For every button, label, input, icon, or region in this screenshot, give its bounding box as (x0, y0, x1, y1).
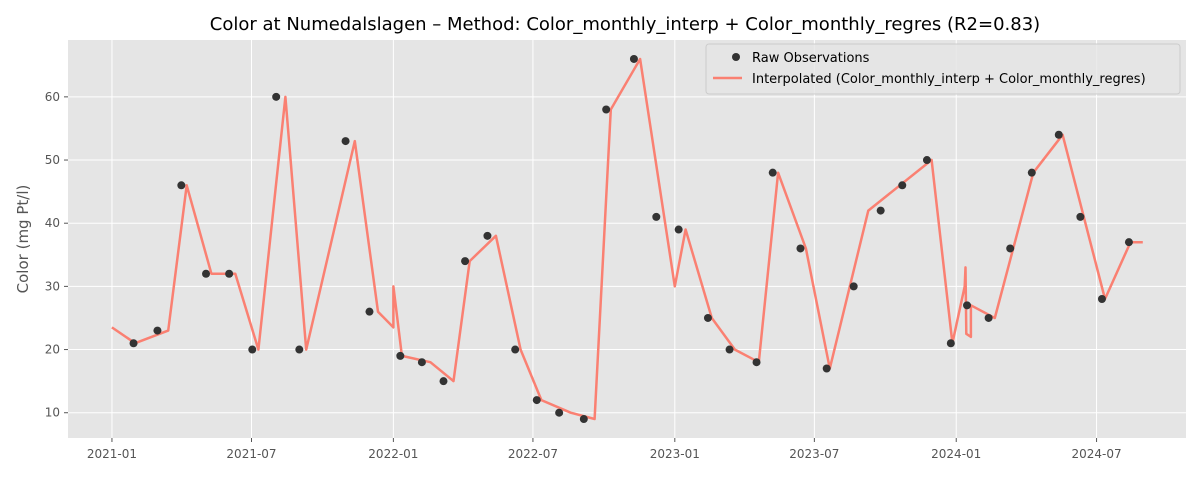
observation-point (461, 257, 470, 266)
observation-point (674, 225, 683, 234)
y-tick-label: 20 (45, 343, 60, 357)
observation-point (796, 244, 805, 253)
legend-marker-observations (732, 53, 740, 61)
legend-box (705, 43, 1181, 95)
y-tick-label: 60 (45, 90, 60, 104)
observation-point (579, 415, 588, 424)
observation-point (752, 358, 761, 367)
x-tick-label: 2022-07 (508, 447, 558, 461)
chart-title: Color at Numedalslagen – Method: Color_m… (210, 14, 1040, 35)
y-axis-label: Color (mg Pt/l) (14, 185, 32, 294)
legend-label-observations: Raw Observations (752, 51, 870, 66)
x-tick-label: 2021-07 (226, 447, 276, 461)
observation-point (725, 345, 734, 354)
observation-point (1054, 130, 1063, 139)
y-tick-label: 40 (45, 216, 60, 230)
observation-point (417, 358, 426, 367)
observation-point (129, 339, 138, 348)
observation-point (341, 137, 350, 146)
observation-point (396, 351, 405, 360)
x-tick-label: 2022-01 (368, 447, 418, 461)
y-tick-label: 10 (45, 406, 60, 420)
observation-point (272, 92, 281, 101)
observation-point (365, 307, 374, 316)
observation-point (177, 181, 186, 190)
observation-points (129, 54, 1133, 424)
x-tick-label: 2024-07 (1071, 447, 1121, 461)
plot-area (68, 40, 1186, 438)
x-tick-label: 2024-01 (931, 447, 981, 461)
observation-point (1027, 168, 1036, 177)
observation-point (922, 156, 931, 165)
observation-point (511, 345, 520, 354)
x-tick-label: 2023-07 (789, 447, 839, 461)
grid-lines (68, 40, 1186, 438)
y-tick-label: 30 (45, 279, 60, 293)
x-axis-ticks: 2021-01 2021-07 2022-01 2022-07 2023-01 2023-… (87, 438, 1122, 461)
observation-point (202, 269, 211, 278)
observation-point (963, 301, 972, 310)
legend-label-interpolated: Interpolated (Color_monthly_interp + Col… (752, 72, 1146, 87)
interpolated-line (111, 57, 1143, 421)
y-axis-ticks: 10 20 30 40 50 60 (45, 90, 68, 420)
observation-point (768, 168, 777, 177)
observation-point (602, 105, 611, 114)
observation-point (483, 231, 492, 240)
observation-point (876, 206, 885, 215)
observation-point (822, 364, 831, 373)
observation-point (652, 212, 661, 221)
x-tick-label: 2023-01 (650, 447, 700, 461)
observation-point (248, 345, 257, 354)
observation-point (898, 181, 907, 190)
observation-point (1097, 295, 1106, 304)
observation-point (703, 313, 712, 322)
observation-point (532, 396, 541, 405)
legend: Raw Observations Interpolated (Color_mon… (705, 43, 1181, 95)
observation-point (295, 345, 304, 354)
observation-point (555, 408, 564, 417)
observation-point (849, 282, 858, 291)
observation-point (984, 313, 993, 322)
x-tick-label: 2021-01 (87, 447, 137, 461)
observation-point (225, 269, 234, 278)
observation-point (629, 54, 638, 63)
observation-point (439, 377, 448, 386)
y-tick-label: 50 (45, 153, 60, 167)
observation-point (946, 339, 955, 348)
observation-point (1006, 244, 1015, 253)
observation-point (1076, 212, 1085, 221)
observation-point (153, 326, 162, 335)
observation-point (1124, 238, 1133, 247)
